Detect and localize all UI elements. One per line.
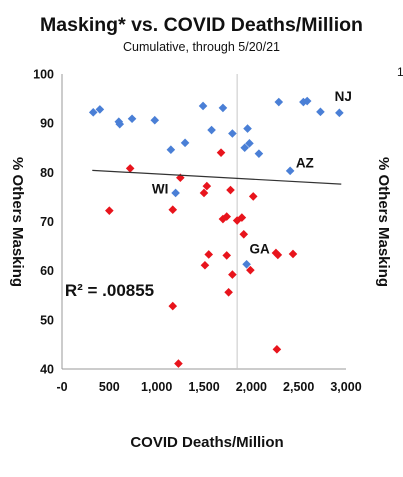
red-diamond-point — [202, 181, 212, 191]
blue-diamond-point — [316, 107, 325, 117]
blue-diamond-point — [218, 103, 228, 113]
blue-diamond-point — [285, 166, 295, 176]
y-tick-label: 70 — [40, 215, 54, 229]
blue-diamond-point — [245, 139, 254, 148]
red-diamond-point — [226, 185, 235, 195]
red-diamond-point — [105, 206, 114, 215]
blue-diamond-point — [115, 119, 125, 129]
blue-diamond-point — [240, 143, 250, 153]
right-edge-fragment: 1 — [397, 65, 403, 79]
r-squared-annotation: R² = .00855 — [65, 281, 154, 300]
y-tick-label: 60 — [40, 264, 54, 278]
state-annotation: GA — [249, 241, 270, 256]
red-diamond-point — [246, 265, 255, 275]
red-diamond-point — [222, 251, 232, 260]
red-diamond-point — [216, 148, 226, 157]
red-diamond-point — [224, 288, 233, 297]
red-diamond-point — [239, 229, 249, 239]
x-tick-label: 2,000 — [236, 380, 267, 394]
red-diamond-point — [228, 270, 237, 279]
red-diamond-point — [174, 359, 183, 368]
state-annotation: WI — [152, 181, 169, 196]
trendline — [92, 169, 342, 185]
annotations: NJ AZ WI GA R² = .00855 — [65, 89, 352, 300]
red-diamond-point — [248, 192, 258, 201]
data-points — [88, 96, 344, 368]
x-tick-labels: -0 500 1,000 1,500 2,000 2,500 3,000 — [56, 380, 361, 394]
red-diamond-point — [204, 250, 214, 259]
blue-diamond-point — [242, 259, 251, 269]
y-axis-label-right: % Others Masking — [375, 157, 392, 287]
blue-diamond-point — [207, 125, 216, 135]
red-diamond-point — [237, 213, 247, 222]
chart-title: Masking* vs. COVID Deaths/Million — [40, 14, 363, 36]
x-tick-label: -0 — [56, 380, 67, 394]
y-tick-label: 80 — [40, 166, 54, 180]
y-tick-label: 100 — [33, 68, 54, 82]
x-tick-label: 1,500 — [188, 380, 219, 394]
state-annotation: NJ — [335, 89, 352, 104]
blue-diamond-point — [228, 129, 237, 138]
blue-diamond-point — [166, 145, 176, 155]
y-axis-label-left: % Others Masking — [9, 157, 26, 287]
blue-diamond-point — [243, 124, 252, 133]
x-axis-label: COVID Deaths/Million — [130, 434, 283, 451]
blue-diamond-point — [150, 115, 160, 125]
blue-diamond-point — [180, 138, 190, 148]
red-diamond-point — [273, 250, 283, 260]
blue-diamond-point — [299, 97, 308, 107]
red-diamond-point — [168, 205, 178, 214]
x-tick-label: 500 — [99, 380, 120, 394]
state-annotation: AZ — [296, 155, 314, 170]
blue-diamond-point — [335, 108, 344, 118]
blue-diamond-point — [88, 108, 98, 117]
blue-diamond-point — [171, 188, 180, 198]
red-diamond-point — [168, 301, 178, 311]
y-tick-labels: 40 50 60 70 80 90 100 — [33, 68, 54, 377]
blue-diamond-point — [254, 149, 264, 158]
chart-subtitle: Cumulative, through 5/20/21 — [122, 40, 281, 54]
red-diamond-point — [218, 214, 228, 224]
red-diamond-point — [199, 188, 209, 198]
y-tick-label: 90 — [40, 117, 54, 131]
blue-diamond-point — [274, 97, 284, 107]
x-tick-label: 1,000 — [141, 380, 172, 394]
red-diamond-point — [222, 212, 232, 221]
red-diamond-point — [288, 249, 298, 259]
blue-diamond-point — [95, 105, 105, 114]
y-tick-label: 40 — [40, 363, 54, 377]
y-tick-label: 50 — [40, 313, 54, 327]
x-tick-label: 3,000 — [330, 380, 361, 394]
blue-diamond-point — [302, 96, 312, 106]
red-diamond-point — [272, 345, 282, 354]
blue-diamond-point — [127, 114, 137, 124]
blue-diamond-point — [198, 101, 208, 111]
red-diamond-point — [200, 260, 210, 270]
x-tick-label: 2,500 — [283, 380, 314, 394]
red-diamond-point — [125, 164, 135, 173]
